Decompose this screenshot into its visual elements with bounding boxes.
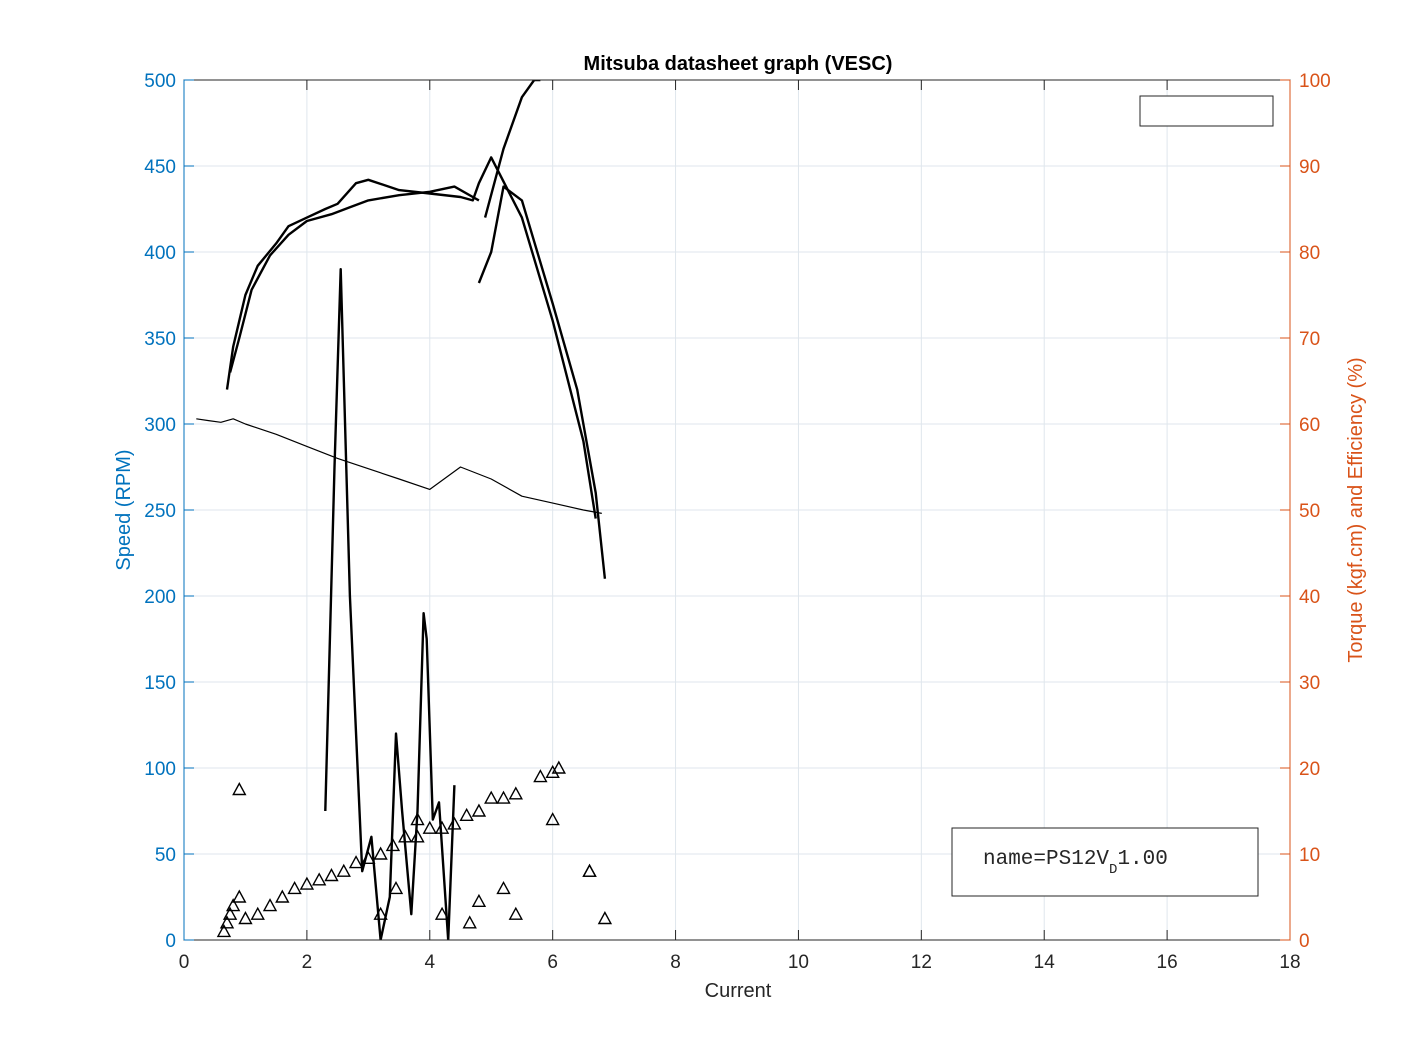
x-tick-label: 2 (302, 952, 313, 973)
triangle-marker (462, 915, 477, 929)
triangle-marker (471, 893, 487, 907)
right-y-axis-label: Torque (kgf.cm) and Efficiency (%) (1345, 357, 1367, 662)
triangle-marker (287, 880, 302, 895)
series-line-4 (477, 185, 607, 579)
y-right-tick-label: 30 (1299, 673, 1320, 694)
annotation-prefix: name=PS12V (983, 848, 1109, 871)
triangle-marker (597, 911, 613, 925)
triangle-marker (434, 906, 450, 920)
left-y-axis: 0 50 100 150 200 250 300 350 400 450 500 (144, 71, 194, 952)
chart-title: Mitsuba datasheet graph (VESC) (584, 53, 893, 75)
legend-box (1139, 95, 1274, 127)
y-right-tick-label: 60 (1299, 415, 1320, 436)
triangle-marker (385, 837, 401, 852)
y-left-tick-label: 200 (144, 587, 176, 608)
triangle-marker (582, 863, 597, 877)
series-line-5 (483, 80, 541, 218)
x-axis: 0 2 4 6 8 10 12 14 16 18 (179, 80, 1301, 973)
x-tick-label: 16 (1157, 952, 1178, 973)
triangle-marker (410, 812, 425, 826)
triangle-marker (496, 880, 511, 895)
triangle-marker (311, 872, 327, 886)
triangle-marker (388, 880, 404, 895)
series-line-6 (324, 268, 456, 940)
triangle-marker (232, 782, 247, 796)
triangle-marker (545, 812, 560, 826)
triangle-marker (373, 906, 388, 920)
triangle-marker (373, 846, 388, 860)
annotation-box: name=PS12VD1.00 (951, 827, 1259, 897)
y-right-tick-label: 80 (1299, 243, 1320, 264)
triangle-marker (551, 760, 566, 774)
triangle-marker (222, 906, 238, 920)
triangle-marker (299, 876, 315, 890)
triangle-marker (275, 889, 290, 903)
triangle-marker (508, 906, 523, 920)
triangle-marker (471, 803, 487, 817)
triangle-marker (216, 923, 232, 938)
y-right-tick-label: 10 (1299, 845, 1320, 866)
x-tick-label: 4 (424, 952, 435, 973)
triangle-marker (219, 915, 235, 929)
y-left-tick-label: 100 (144, 759, 176, 780)
data-layer (196, 80, 613, 940)
y-right-tick-label: 50 (1299, 501, 1320, 522)
triangle-marker (336, 863, 351, 877)
x-axis-label: Current (705, 980, 772, 1002)
annotation-subscript: D (1109, 862, 1117, 878)
triangle-marker (361, 850, 376, 864)
y-left-tick-label: 300 (144, 415, 176, 436)
x-tick-label: 18 (1279, 952, 1300, 973)
triangle-marker (232, 889, 247, 903)
triangle-marker (484, 790, 499, 804)
y-left-tick-label: 400 (144, 243, 176, 264)
triangle-marker (508, 786, 523, 800)
y-right-tick-label: 40 (1299, 587, 1320, 608)
annotation-suffix: 1.00 (1117, 848, 1167, 871)
triangle-marker (262, 898, 278, 912)
y-left-tick-label: 450 (144, 157, 176, 178)
x-tick-label: 0 (179, 952, 190, 973)
triangle-marker (459, 807, 474, 821)
x-tick-label: 10 (788, 952, 809, 973)
y-left-tick-label: 0 (165, 931, 176, 952)
triangle-marker (238, 911, 253, 925)
triangle-marker (496, 790, 511, 804)
x-tick-label: 12 (911, 952, 932, 973)
triangle-marker (447, 816, 462, 830)
svg-text:name=PS12VD1.00: name=PS12VD1.00 (983, 848, 1168, 878)
y-right-tick-label: 70 (1299, 329, 1320, 350)
triangle-marker (324, 868, 339, 882)
x-tick-label: 8 (670, 952, 681, 973)
series-line-1 (196, 418, 602, 514)
triangle-marker (398, 829, 413, 843)
y-right-tick-label: 20 (1299, 759, 1320, 780)
series-line-3 (228, 185, 480, 373)
x-tick-label: 14 (1034, 952, 1056, 973)
left-y-axis-label: Speed (RPM) (113, 449, 135, 570)
triangle-marker (250, 906, 265, 920)
triangle-marker (434, 820, 450, 834)
triangle-marker (545, 764, 560, 778)
y-left-tick-label: 500 (144, 71, 176, 92)
x-tick-label: 6 (547, 952, 558, 973)
y-left-tick-label: 50 (155, 845, 176, 866)
y-left-tick-label: 150 (144, 673, 176, 694)
triangle-marker (348, 855, 364, 869)
triangle-marker (410, 829, 425, 843)
triangle-marker (533, 769, 548, 783)
plot-area (196, 80, 613, 940)
y-left-tick-label: 350 (144, 329, 176, 350)
triangle-marker (225, 898, 241, 912)
y-left-tick-label: 250 (144, 501, 176, 522)
y-right-tick-label: 0 (1299, 931, 1310, 952)
y-right-tick-label: 90 (1299, 157, 1320, 178)
y-right-tick-label: 100 (1299, 71, 1331, 92)
triangle-marker (422, 820, 437, 834)
right-y-axis: 0 10 20 30 40 50 60 70 80 90 100 (1280, 71, 1331, 952)
